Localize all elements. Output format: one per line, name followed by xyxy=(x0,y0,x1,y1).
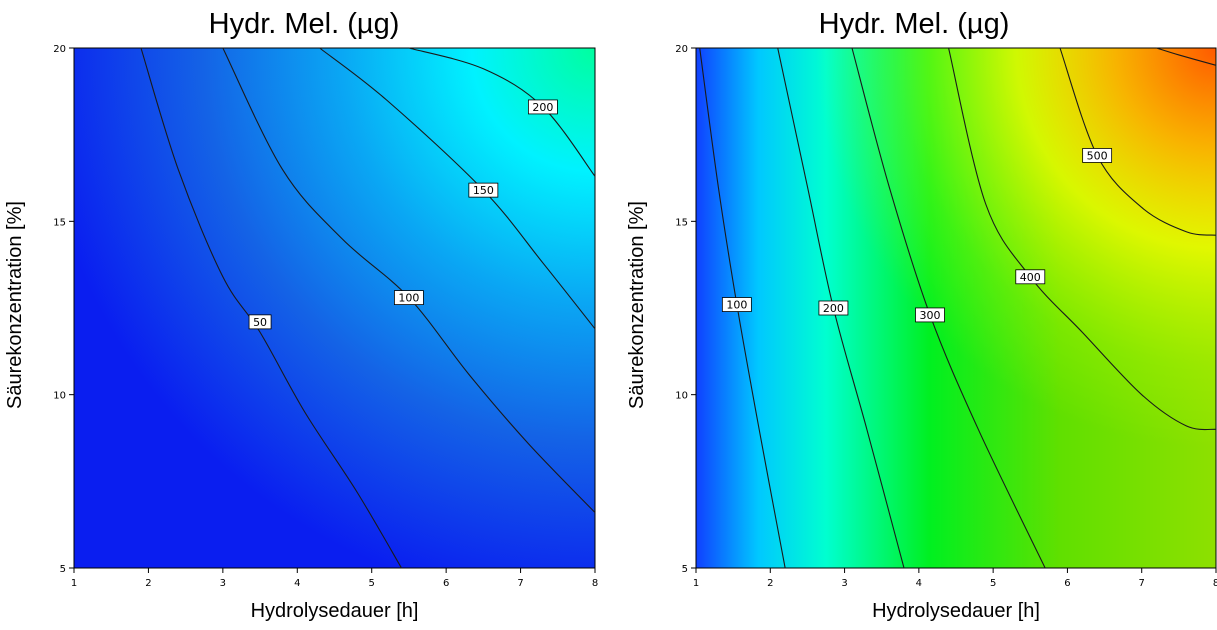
x-axis-label: Hydrolysedauer [h] xyxy=(250,600,419,622)
y-tick-label: 20 xyxy=(675,44,688,55)
contour-label-200: 200 xyxy=(528,99,558,115)
y-tick: 15 xyxy=(53,217,74,228)
contour-line-600 xyxy=(1156,47,1217,66)
x-tick: 8 xyxy=(1213,568,1217,589)
x-tick: 5 xyxy=(990,568,996,589)
x-tick: 6 xyxy=(1064,568,1071,589)
y-tick-label: 10 xyxy=(675,391,688,402)
contour-label-100: 100 xyxy=(721,297,752,312)
svg-text:300: 300 xyxy=(920,309,941,322)
svg-text:200: 200 xyxy=(823,302,844,315)
y-tick: 5 xyxy=(682,564,696,575)
x-tick-label: 2 xyxy=(767,578,773,589)
plot-area xyxy=(73,47,596,569)
chart-title: Hydr. Mel. (µg) xyxy=(208,8,400,40)
y-tick-label: 15 xyxy=(53,217,66,228)
svg-text:500: 500 xyxy=(1087,149,1108,162)
svg-text:400: 400 xyxy=(1020,271,1041,284)
x-tick: 8 xyxy=(592,568,598,589)
y-tick: 10 xyxy=(53,391,74,402)
y-tick-label: 15 xyxy=(675,217,688,228)
x-tick: 3 xyxy=(841,568,848,589)
x-tick: 6 xyxy=(443,568,449,589)
x-tick-label: 5 xyxy=(990,578,996,589)
contour-plot-right: 100 200 300 400 500 1 2 3 4 5 6 7 8 5 10 15 20 xyxy=(675,44,1217,589)
svg-text:50: 50 xyxy=(253,316,267,329)
y-tick: 20 xyxy=(675,44,696,55)
contour-line-500 xyxy=(1059,47,1217,236)
contour-line-400 xyxy=(948,47,1217,431)
x-tick-label: 8 xyxy=(592,578,598,589)
contour-label-300: 300 xyxy=(915,307,945,323)
x-axis-label: Hydrolysedauer [h] xyxy=(872,600,1040,622)
x-tick-label: 3 xyxy=(841,578,847,589)
contour-label-100: 100 xyxy=(394,290,424,306)
svg-text:200: 200 xyxy=(532,101,553,114)
chart-left: Hydr. Mel. (µg) 50 100 150 200 1 2 3 4 5 6 7 8 5 10 1… xyxy=(0,0,608,630)
x-tick: 4 xyxy=(294,568,300,589)
y-tick-label: 5 xyxy=(60,564,66,575)
x-tick-label: 3 xyxy=(220,578,226,589)
x-tick: 1 xyxy=(693,568,699,589)
contour-label-400: 400 xyxy=(1015,269,1046,285)
contour-label-200: 200 xyxy=(818,300,849,316)
y-tick: 20 xyxy=(53,44,74,55)
x-tick: 7 xyxy=(517,568,524,589)
x-tick-label: 7 xyxy=(517,578,523,589)
x-tick: 2 xyxy=(767,568,773,589)
x-tick-label: 4 xyxy=(916,578,922,589)
y-tick: 15 xyxy=(675,217,696,228)
x-tick-label: 5 xyxy=(369,578,375,589)
x-tick: 3 xyxy=(220,568,226,589)
y-tick: 5 xyxy=(60,564,74,575)
x-tick-label: 6 xyxy=(1064,578,1070,589)
x-tick: 5 xyxy=(369,568,375,589)
y-axis-label: Säurekonzentration [%] xyxy=(626,201,648,409)
x-tick-label: 2 xyxy=(145,578,151,589)
chart-title: Hydr. Mel. (µg) xyxy=(818,8,1010,40)
x-tick-label: 4 xyxy=(294,578,300,589)
svg-text:100: 100 xyxy=(398,292,419,305)
contour-label-500: 500 xyxy=(1082,148,1113,163)
svg-text:150: 150 xyxy=(473,184,494,197)
contour-plot-left: 50 100 150 200 1 2 3 4 5 6 7 8 5 10 15 20 xyxy=(53,44,598,589)
x-tick: 7 xyxy=(1139,568,1145,589)
x-tick-label: 7 xyxy=(1139,578,1145,589)
x-tick-label: 8 xyxy=(1213,578,1217,589)
svg-text:100: 100 xyxy=(726,299,747,312)
chart-right: Hydr. Mel. (µg) 100 200 300 400 500 1 2 3 4 5 xyxy=(610,0,1217,630)
contour-label-150: 150 xyxy=(468,182,499,198)
contour-line-200 xyxy=(408,47,596,177)
y-tick-label: 10 xyxy=(53,391,66,402)
x-tick: 1 xyxy=(71,568,77,589)
y-tick: 10 xyxy=(675,391,696,402)
x-tick: 2 xyxy=(145,568,152,589)
contour-line-50 xyxy=(140,47,402,569)
x-tick-label: 1 xyxy=(71,578,77,589)
hot-region xyxy=(696,48,1216,568)
x-tick-label: 1 xyxy=(693,578,699,589)
y-tick-label: 20 xyxy=(53,44,66,55)
contour-label-50: 50 xyxy=(248,314,272,330)
x-tick-label: 6 xyxy=(443,578,449,589)
y-axis-label: Säurekonzentration [%] xyxy=(4,201,26,409)
x-tick: 4 xyxy=(916,568,922,589)
y-tick-label: 5 xyxy=(682,564,688,575)
